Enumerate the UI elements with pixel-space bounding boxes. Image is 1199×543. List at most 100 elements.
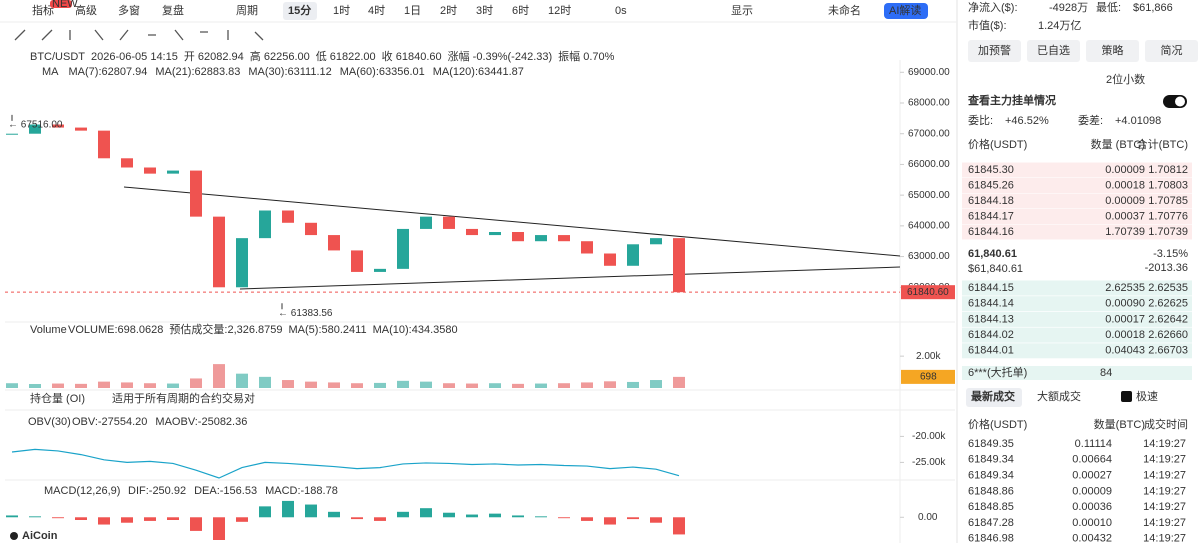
- pane-item: MA(10):434.3580: [373, 324, 458, 336]
- ai-button-text: AI解读: [889, 3, 921, 17]
- bid-row: 61844.14: [968, 298, 1014, 310]
- volume-bar: [466, 383, 478, 388]
- y-tick-label: -20.00k: [912, 431, 946, 442]
- period[interactable]: 1日: [404, 5, 421, 17]
- macd-bar: [489, 513, 501, 518]
- pane-item: OBV:-27554.20: [72, 416, 147, 428]
- volume-bar: [604, 381, 616, 388]
- pane-title: OBV(30): [28, 416, 71, 428]
- info-item: 开 62082.94: [184, 51, 244, 63]
- checkbox[interactable]: [1121, 391, 1132, 402]
- candle: [420, 216, 432, 229]
- bid-bg: [962, 343, 1192, 359]
- volume-bar: [75, 383, 87, 388]
- pane-note: 适用于所有周期的合约交易对: [112, 391, 255, 405]
- period[interactable]: 12时: [548, 4, 571, 17]
- stat-value: -4928万: [1049, 2, 1088, 14]
- period[interactable]: 1时: [333, 4, 350, 17]
- period[interactable]: 15分: [288, 3, 311, 17]
- panel-button[interactable]: [968, 40, 1021, 62]
- macd-bar: [328, 511, 340, 518]
- trade-cell: 61849.34: [968, 454, 1014, 466]
- volume-bar: [535, 383, 547, 388]
- tab[interactable]: 最新成交: [971, 389, 1015, 403]
- trade-cell: 14:19:27: [1143, 438, 1186, 450]
- candle: [75, 127, 87, 131]
- ask-row: 1.70739: [1148, 226, 1188, 238]
- macd-bar: [6, 515, 18, 518]
- period[interactable]: 4时: [368, 4, 385, 17]
- candle: [29, 124, 41, 134]
- ask-row: 61844.18: [968, 195, 1014, 207]
- panel-button[interactable]: [1145, 40, 1198, 62]
- bid-row: 2.62535: [1105, 282, 1145, 294]
- candle: [98, 130, 110, 159]
- macd-bar: [397, 511, 409, 518]
- candle: [374, 268, 386, 272]
- panel-button[interactable]: [1086, 40, 1139, 62]
- last-change: -3.15%: [1153, 248, 1188, 260]
- candle: [443, 216, 455, 229]
- volume-bar: [328, 382, 340, 388]
- info-item: 高 62256.00: [250, 49, 310, 63]
- macd-bar: [167, 517, 179, 520]
- period[interactable]: 6时: [512, 4, 529, 17]
- candle: [259, 210, 271, 239]
- ask-row: 61844.17: [968, 210, 1014, 222]
- y-tick-label: 68000.00: [908, 98, 950, 109]
- bid-bg: [962, 311, 1192, 327]
- volume-bar: [121, 382, 133, 388]
- period[interactable]: 3时: [476, 4, 493, 17]
- stat-value: +4.01098: [1115, 115, 1161, 127]
- tab[interactable]: 大额成交: [1037, 389, 1081, 403]
- candle: [397, 228, 409, 269]
- trade-cell: 14:19:27: [1143, 517, 1186, 529]
- period[interactable]: 2时: [440, 4, 457, 17]
- volume-bar: [489, 383, 501, 388]
- candle: [466, 228, 478, 236]
- candle: [581, 241, 593, 254]
- ask-bg: [962, 162, 1192, 178]
- macd-bar: [98, 517, 110, 525]
- candle: [650, 238, 662, 245]
- volume-tag: [901, 369, 955, 384]
- candle: [236, 238, 248, 288]
- macd-bar: [420, 508, 432, 518]
- new-badge-text: NEW: [52, 0, 78, 10]
- toggle-knob: [1175, 96, 1185, 107]
- drawing-tools[interactable]: [14, 29, 264, 41]
- candle: [282, 210, 294, 223]
- trade-header: 成交时间: [1144, 417, 1188, 431]
- new-badge: [50, 0, 72, 8]
- macd-bar: [236, 517, 248, 522]
- volume-bar: [512, 383, 524, 388]
- macd-bar: [558, 517, 570, 519]
- candle: [512, 232, 524, 242]
- obv-line: [11, 448, 680, 479]
- bid-row: 2.62535: [1148, 282, 1188, 294]
- last-delta: -2013.36: [1145, 262, 1188, 274]
- ask-row: 1.70776: [1148, 210, 1188, 222]
- pane-title: MACD(12,26,9): [44, 485, 120, 497]
- macd-bar: [512, 515, 524, 518]
- ma-item: MA(30):63111.12: [248, 66, 331, 78]
- candle: [604, 253, 616, 266]
- ask-row: 1.70785: [1148, 195, 1188, 207]
- fast-label: 极速: [1136, 389, 1158, 403]
- bid-row: 2.62625: [1148, 298, 1188, 310]
- bid-row: 61844.01: [968, 345, 1014, 357]
- y-tick-label: 64000.00: [908, 220, 950, 231]
- panel-button[interactable]: [1027, 40, 1080, 62]
- decimals: 2位小数: [1106, 72, 1145, 86]
- volume-bar: [144, 383, 156, 388]
- trade-cell: 0.00664: [1072, 454, 1112, 466]
- volume-bar: [420, 381, 432, 388]
- pane-item: MA(5):580.2411: [289, 324, 367, 336]
- pane-item: MACD:-188.78: [265, 485, 338, 497]
- ask-bg: [962, 209, 1192, 224]
- trade-header: 数量(BTC): [1094, 418, 1145, 431]
- big-order-bg: [962, 366, 1192, 380]
- stat-label: 最低:: [1096, 1, 1121, 14]
- bid-row: 0.00017: [1105, 313, 1145, 325]
- pane-title: Volume: [30, 324, 67, 336]
